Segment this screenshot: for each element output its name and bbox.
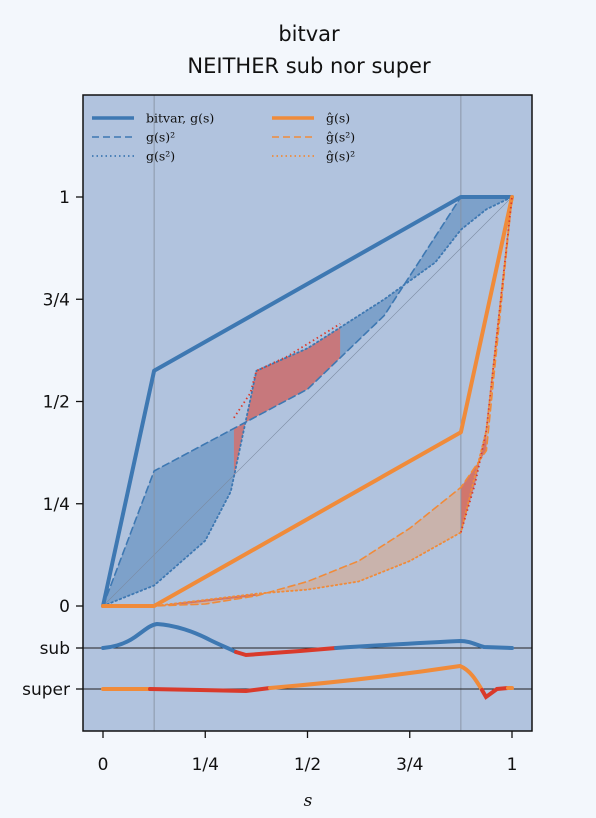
x-tick-label-3: 1/2 — [294, 755, 321, 775]
series-line-5 — [102, 196, 513, 607]
strip-label-sub: sub — [40, 639, 70, 659]
legend-label-1: bitvar, g(s) — [146, 111, 214, 126]
x-axis-label: s — [304, 791, 313, 811]
super-curve-red-1 — [148, 686, 272, 694]
sub-curve-red — [234, 646, 338, 658]
fill-red-region-1 — [233, 327, 341, 477]
y-tick-label-1: 0 — [59, 597, 70, 617]
legend-label-3: g(s²) — [146, 149, 175, 164]
legend-label-2: g(s)² — [146, 130, 175, 145]
super-curve-red-2 — [480, 686, 510, 700]
plot-frame — [82, 94, 533, 732]
legend-label-4: ĝ(s) — [326, 111, 350, 126]
legend-label-6: ĝ(s)² — [326, 149, 355, 164]
fill-blue-region-1 — [103, 428, 234, 606]
sub-curve-blue-2 — [334, 638, 514, 650]
sub-curve-blue-1 — [101, 621, 238, 654]
y-tick-label-5: 1 — [59, 188, 70, 208]
x-tick-label-4: 3/4 — [396, 755, 423, 775]
x-tick-label-1: 0 — [98, 755, 109, 775]
chart-title: bitvar — [278, 22, 340, 46]
y-tick-label-4: 3/4 — [43, 290, 70, 310]
diagonal-reference — [102, 196, 513, 607]
legend-label-5: ĝ(s²) — [326, 130, 355, 145]
y-tick-label-3: 1/2 — [43, 393, 70, 413]
strip-label-super: super — [22, 680, 70, 700]
series-line-2 — [102, 196, 513, 607]
series-line-6 — [102, 196, 513, 607]
x-tick-label-2: 1/4 — [192, 755, 219, 775]
y-tick-label-2: 1/4 — [43, 495, 70, 515]
chart-subtitle: NEITHER sub nor super — [187, 54, 431, 78]
super-curve-orange-2 — [268, 663, 484, 692]
series-line-1 — [101, 195, 514, 608]
x-tick-label-5: 1 — [507, 755, 518, 775]
series-line-3 — [102, 196, 513, 607]
